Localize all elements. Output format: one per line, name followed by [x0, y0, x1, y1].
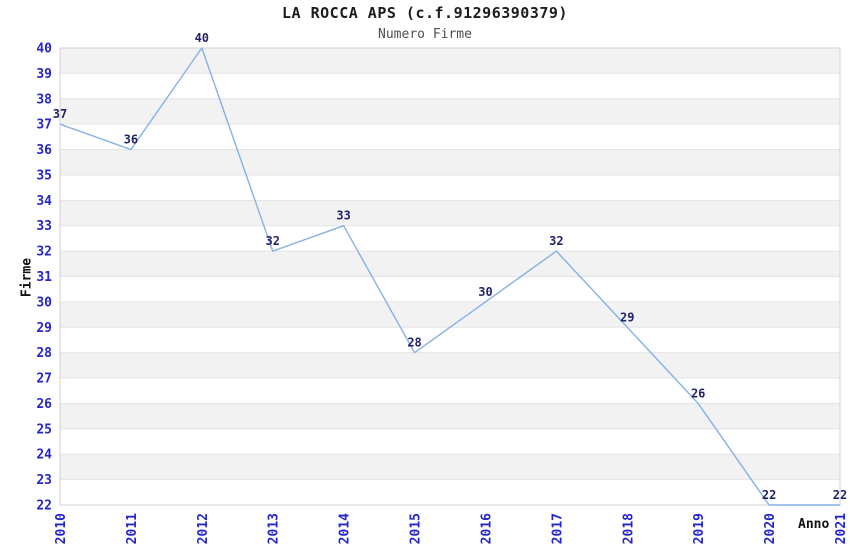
x-tick-label: 2018: [621, 513, 636, 544]
plot-band: [60, 428, 840, 455]
y-tick-label: 36: [36, 143, 52, 158]
y-tick-label: 39: [36, 67, 52, 82]
plot-band: [60, 378, 840, 404]
y-tick-label: 26: [36, 397, 52, 412]
y-tick-label: 22: [36, 499, 52, 514]
y-tick-label: 30: [36, 295, 52, 310]
x-tick-label: 2016: [479, 513, 494, 544]
x-tick-label: 2021: [834, 513, 849, 544]
x-tick-label: 2019: [692, 513, 707, 544]
point-label: 40: [195, 31, 209, 45]
point-label: 28: [407, 336, 421, 350]
x-tick-label: 2013: [267, 513, 282, 544]
point-label: 26: [691, 386, 705, 400]
plot-band: [60, 149, 840, 175]
point-label: 32: [549, 234, 563, 248]
plot-band: [60, 73, 840, 99]
x-tick-label: 2010: [54, 513, 69, 544]
chart-title: LA ROCCA APS (c.f.91296390379): [282, 4, 568, 22]
plot-band: [60, 352, 840, 379]
x-tick-label: 2011: [125, 513, 140, 544]
x-axis-title: Anno: [798, 517, 830, 532]
x-tick-label: 2017: [550, 513, 565, 544]
plot-band: [60, 124, 840, 150]
y-tick-label: 33: [36, 219, 52, 234]
plot-band: [60, 48, 840, 74]
y-tick-label: 32: [36, 245, 52, 260]
y-tick-label: 31: [36, 270, 52, 285]
x-tick-label: 2014: [338, 513, 353, 544]
y-tick-label: 37: [36, 118, 52, 133]
y-tick-label: 23: [36, 473, 52, 488]
point-label: 36: [124, 133, 138, 147]
point-label: 30: [478, 285, 492, 299]
point-label: 33: [336, 209, 350, 223]
data-line: [59, 47, 840, 506]
chart-subtitle: Numero Firme: [378, 27, 472, 42]
plot-band: [60, 200, 840, 226]
y-tick-label: 24: [36, 448, 52, 463]
plot-band: [60, 327, 840, 353]
y-tick-label: 27: [36, 372, 52, 387]
plot-band: [60, 251, 840, 277]
point-label: 22: [833, 488, 847, 502]
y-tick-label: 35: [36, 168, 52, 183]
plot-band: [60, 403, 840, 429]
x-tick-label: 2015: [409, 513, 424, 544]
plot-band: [60, 454, 840, 480]
plot-border: [59, 47, 841, 506]
plot-band: [60, 98, 840, 125]
y-tick-label: 38: [36, 92, 52, 107]
y-tick-label: 28: [36, 346, 52, 361]
y-tick-label: 34: [36, 194, 52, 209]
y-tick-label: 25: [36, 422, 52, 437]
x-tick-label: 2012: [196, 513, 211, 544]
plot-band: [60, 225, 840, 252]
plot-band: [60, 174, 840, 201]
x-tick-label: 2020: [763, 513, 778, 544]
point-label: 32: [266, 234, 280, 248]
plot-band: [60, 479, 840, 505]
point-label: 37: [53, 107, 67, 121]
y-tick-label: 40: [36, 42, 52, 57]
plot-band: [60, 301, 840, 328]
point-label: 29: [620, 310, 634, 324]
y-tick-label: 29: [36, 321, 52, 336]
plot-band: [60, 276, 840, 302]
y-axis-title: Firme: [19, 257, 35, 298]
point-label: 22: [762, 488, 776, 502]
